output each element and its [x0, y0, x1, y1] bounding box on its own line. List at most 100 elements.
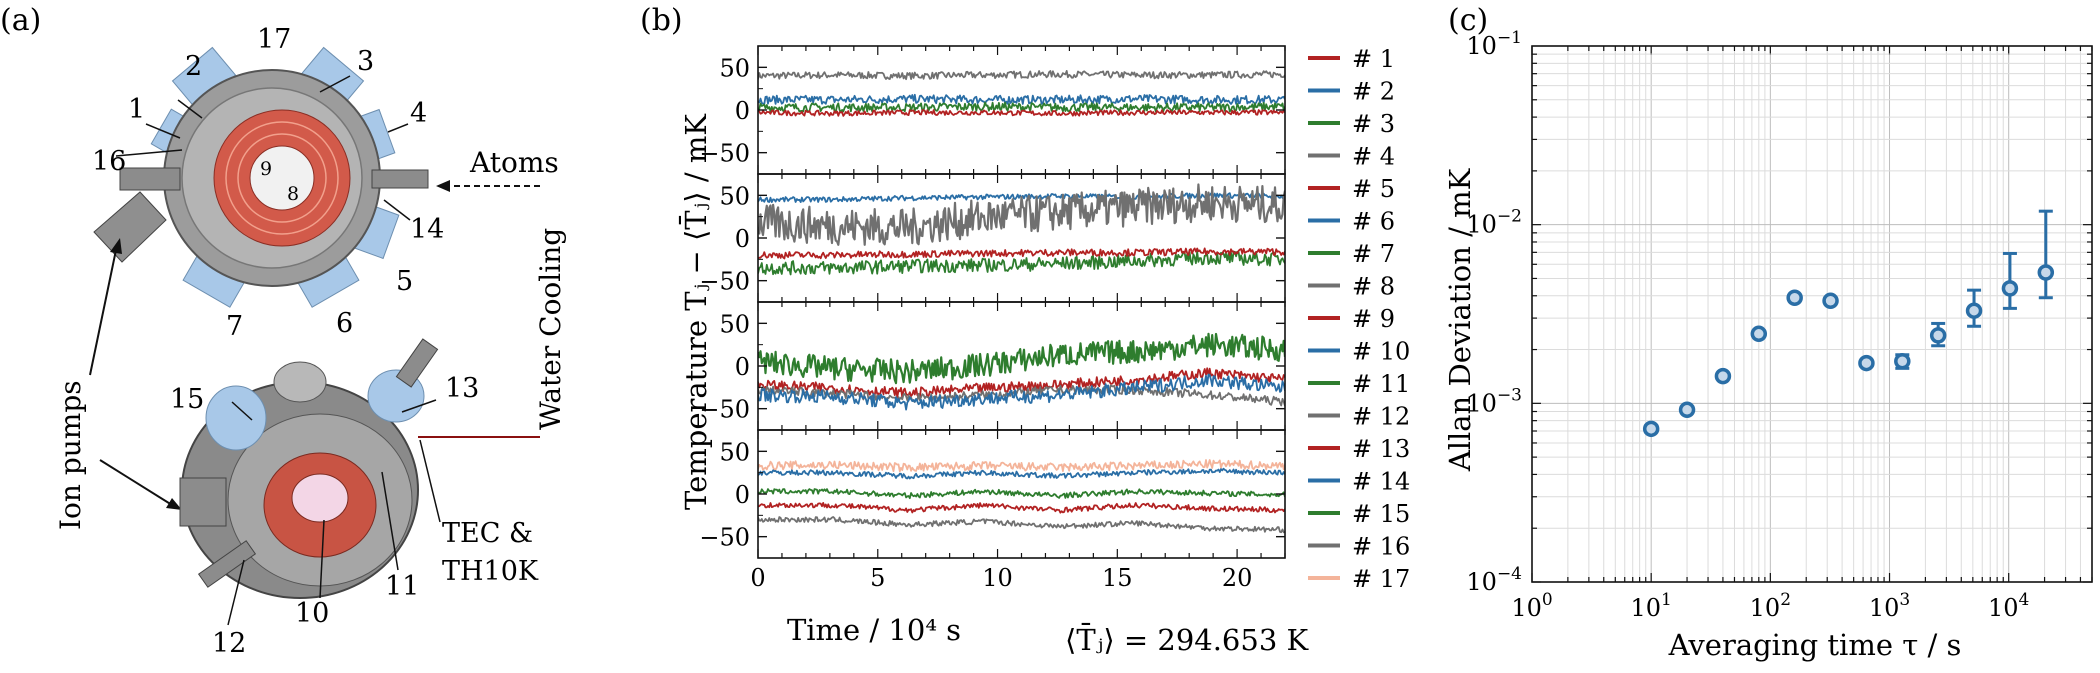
subplot-4: 50 0 −50: [699, 429, 1286, 559]
panel-c-label: (c): [1448, 3, 1488, 38]
data-point: [1786, 289, 1803, 306]
series-line-8: [758, 183, 1285, 246]
label-6: 6: [336, 308, 353, 339]
leader-line: [387, 123, 409, 133]
label-10: 10: [295, 598, 329, 629]
y-tick-label: −50: [699, 140, 750, 168]
data-point: [1642, 420, 1660, 438]
ion-pumps-arrow: [89, 249, 117, 376]
label-17: 17: [257, 24, 291, 55]
series-line-7: [758, 250, 1285, 276]
arrow-head: [110, 238, 122, 254]
legend-label: # 15: [1352, 500, 1410, 528]
leader-line: [115, 149, 183, 157]
data-point: [1822, 292, 1839, 310]
y-axis-label: Allan Deviation / mK: [1443, 167, 1477, 472]
y-tick-label: 0: [735, 97, 750, 125]
label-12: 12: [212, 628, 246, 659]
x-tick-label: 10: [982, 564, 1013, 592]
mean-temperature-label: ⟨T̄ⱼ⟩ = 294.653 K: [1065, 622, 1310, 657]
window-3d: [291, 473, 349, 523]
series-line-2: [758, 93, 1285, 105]
x-tick-label: 102: [1750, 590, 1791, 622]
data-point: [2001, 280, 2019, 297]
subplot-2: 50 0 −50: [699, 173, 1286, 303]
y-tick-label: −50: [699, 268, 750, 296]
legend-label: # 11: [1352, 370, 1410, 398]
label-13: 13: [445, 373, 479, 404]
top-port-3d: [273, 361, 327, 403]
y-tick-label: 10−1: [1466, 28, 1522, 60]
label-3: 3: [357, 46, 374, 77]
series-line-17: [758, 459, 1285, 473]
grid: [1531, 46, 2093, 583]
y-tick-label: −50: [699, 524, 750, 552]
x-tick-label: 15: [1102, 564, 1133, 592]
x-tick-label: 0: [750, 564, 765, 592]
panel-b-label: (b): [640, 3, 683, 38]
label-15: 15: [170, 384, 204, 415]
water-cooling-label: Water Cooling: [534, 228, 567, 430]
panel-a-label: (a): [0, 3, 41, 38]
x-tick-label: 104: [1988, 590, 2029, 622]
arrow-head: [166, 498, 182, 510]
legend-label: # 12: [1352, 403, 1410, 431]
data-point: [1965, 302, 1983, 319]
series-line-11: [758, 332, 1285, 385]
leader-line: [319, 519, 325, 599]
series-group: [758, 70, 1285, 117]
y-tick-label: 50: [719, 182, 750, 210]
label-16: 16: [92, 146, 126, 177]
y-tick-label: 0: [735, 353, 750, 381]
series-line-5: [758, 247, 1285, 260]
tec-label-line2: TH10K: [442, 556, 539, 587]
label-4: 4: [410, 98, 427, 129]
series-line-1: [758, 109, 1285, 117]
legend-label: # 14: [1352, 468, 1410, 496]
legend-label: # 3: [1352, 110, 1395, 138]
x-tick-label: 101: [1630, 590, 1671, 622]
leader-line: [231, 401, 253, 421]
series-line-4: [758, 70, 1285, 81]
label-14: 14: [410, 214, 444, 245]
legend: # 1 # 2 # 3 # 4 # 5 # 6 # 7 # 8 # 9 # 10 # 11 # 12 #…: [1308, 45, 1410, 593]
x-axis-label: Averaging time τ / s: [1668, 628, 1962, 662]
leader-line: [145, 123, 181, 139]
label-5: 5: [396, 266, 413, 297]
label-11: 11: [385, 571, 419, 602]
panel-a-schematic: (a) 9 8 2 17 3 4 1 16 14: [0, 3, 567, 659]
series-line-13: [758, 502, 1285, 514]
y-tick-label: 50: [719, 438, 750, 466]
chamber-3d-view: [179, 338, 439, 599]
data-point: [1929, 327, 1947, 344]
ion-pump-port-3d: [179, 477, 227, 527]
data-points: [1642, 209, 2055, 438]
tec-label-line1: TEC &: [442, 518, 533, 549]
y-tick-label: 10−4: [1466, 564, 1522, 596]
data-point: [1678, 401, 1696, 419]
x-tick-label: 20: [1222, 564, 1253, 592]
legend-label: # 10: [1352, 338, 1410, 366]
series-group: [758, 332, 1285, 411]
series-line-15: [758, 488, 1285, 500]
series-group: [758, 459, 1285, 534]
legend-label: # 1: [1352, 45, 1395, 73]
top-tube-3d: [395, 338, 439, 388]
y-tick-label: −50: [699, 396, 750, 424]
legend-label: # 7: [1352, 240, 1395, 268]
x-tick-label: 100: [1511, 590, 1552, 622]
ion-pumps-arrow-2: [99, 459, 173, 506]
legend-label: # 6: [1352, 208, 1395, 236]
coil-winding: [225, 121, 339, 235]
legend-label: # 8: [1352, 273, 1395, 301]
chamber-top-view: 9 8: [93, 46, 429, 308]
legend-label: # 13: [1352, 435, 1410, 463]
plot-frame: [1531, 45, 2093, 583]
y-axis-label: Temperature Tⱼ − ⟨T̄ⱼ⟩ / mK: [678, 113, 713, 510]
side-port-right: [371, 169, 429, 189]
side-tube-3d: [197, 540, 257, 588]
